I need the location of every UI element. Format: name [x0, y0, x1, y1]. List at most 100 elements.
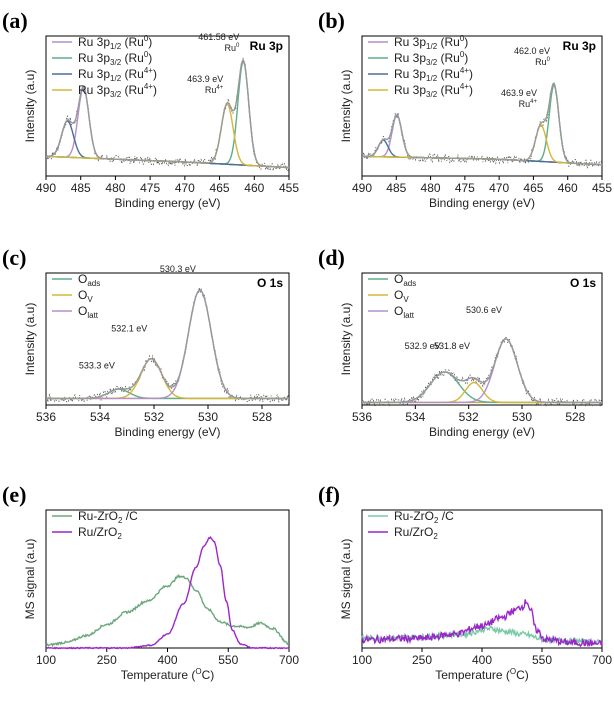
- x-tick-label: 536: [36, 410, 56, 424]
- y-axis-label: Intensity (a.u): [23, 303, 37, 376]
- legend-entry: Oads: [394, 272, 416, 288]
- x-tick-label: 100: [352, 653, 372, 667]
- legend-entry: Ru 3p1/2 (Ru0): [394, 34, 468, 51]
- peak-annotation-species: Ru0: [224, 43, 240, 53]
- x-tick-label: 250: [412, 653, 432, 667]
- legend-entry: Ru-ZrO2 /C: [394, 509, 454, 525]
- peak-annotation: 532.1 eV: [111, 324, 147, 334]
- panel-f: 100 250 400 550 700 Temperature (OC) MS signal…: [318, 482, 612, 682]
- x-axis-label: Binding energy (eV): [114, 425, 220, 439]
- legend-entry: Ru 3p1/2 (Ru4+): [78, 66, 157, 83]
- x-tick-label: 460: [558, 181, 578, 195]
- x-tick-label: 480: [105, 181, 125, 195]
- x-tick-label: 550: [532, 653, 552, 667]
- x-tick-label: 465: [210, 181, 230, 195]
- peak-annotation-species: Ru4+: [205, 85, 224, 95]
- x-axis-label: Temperature (OC): [121, 667, 215, 682]
- x-tick-label: 400: [472, 653, 492, 667]
- x-tick-label: 100: [36, 653, 56, 667]
- x-tick-label: 400: [157, 653, 177, 667]
- peak-annotation: 530.6 eV: [466, 305, 502, 315]
- panel-b: 490 485 480 475 470 465 460 455 Binding energy (…: [318, 8, 612, 210]
- x-tick-label: 528: [252, 410, 272, 424]
- panel-c: 536 534 532 530 528 Binding energy (eV) Intens…: [2, 245, 290, 439]
- envelope-line: [46, 58, 290, 169]
- series-line-1: [46, 536, 290, 650]
- envelope-line: [362, 338, 602, 404]
- x-tick-label: 528: [565, 410, 585, 424]
- x-tick-label: 550: [218, 653, 238, 667]
- panel-title: Ru 3p: [563, 39, 596, 53]
- legend-entry: Ru 3p3/2 (Ru0): [78, 50, 152, 67]
- envelope-line: [362, 82, 603, 166]
- x-tick-label: 480: [421, 181, 441, 195]
- legend-entry: Oads: [78, 272, 100, 288]
- x-tick-label: 475: [455, 181, 475, 195]
- peak-annotation: 531.8 eV: [434, 341, 470, 351]
- legend-entry: Olatt: [394, 304, 415, 320]
- peak-annotation: 462.0 eV: [514, 46, 550, 56]
- panel-title: Ru 3p: [250, 39, 283, 53]
- fit-peak-2: [362, 139, 603, 166]
- x-axis-label: Binding energy (eV): [429, 196, 535, 210]
- legend-entry: Ru-ZrO2 /C: [78, 509, 138, 525]
- legend-entry: Ru 3p1/2 (Ru4+): [394, 66, 473, 83]
- fit-peak-1: [362, 83, 603, 166]
- x-tick-label: 530: [512, 410, 532, 424]
- x-tick-label: 490: [36, 181, 56, 195]
- peak-annotation: 530.3 eV: [160, 264, 196, 274]
- panel-label: (b): [318, 8, 345, 33]
- peak-annotation: 533.3 eV: [79, 361, 115, 371]
- peak-annotation: 461.58 eV: [198, 32, 239, 42]
- peak-annotation-species: Ru4+: [519, 99, 538, 109]
- plot-frame: [45, 272, 290, 406]
- x-tick-label: 532: [144, 410, 164, 424]
- peak-annotation: 463.9 eV: [501, 88, 537, 98]
- panel-title: O 1s: [257, 276, 283, 290]
- x-axis-label: Temperature (OC): [435, 667, 529, 682]
- peak-annotation-species: Ru0: [535, 57, 551, 67]
- panel-d: 536 534 532 530 528 Binding energy (eV) Intens…: [318, 245, 603, 439]
- envelope-line: [46, 289, 289, 400]
- panel-label: (c): [2, 245, 26, 270]
- y-axis-label: Intensity (a.u): [339, 70, 353, 143]
- legend-entry: Ru 3p3/2 (Ru4+): [78, 82, 157, 99]
- x-tick-label: 475: [140, 181, 160, 195]
- x-axis-label: Binding energy (eV): [114, 196, 220, 210]
- panel-title: O 1s: [570, 276, 596, 290]
- legend-entry: OV: [394, 288, 409, 304]
- series-line-0: [45, 573, 289, 648]
- panel-label: (d): [318, 245, 345, 270]
- x-tick-label: 455: [279, 181, 299, 195]
- x-tick-label: 465: [523, 181, 543, 195]
- legend-entry: Ru/ZrO2: [78, 525, 122, 541]
- x-tick-label: 700: [279, 653, 299, 667]
- x-tick-label: 250: [97, 653, 117, 667]
- series-line-1: [361, 599, 603, 648]
- panel-label: (a): [2, 8, 28, 33]
- legend-entry: Ru 3p1/2 (Ru0): [78, 34, 152, 51]
- fit-peak-3: [46, 103, 290, 169]
- plot-frame: [45, 35, 290, 177]
- fit-peak-2: [362, 338, 602, 404]
- legend-entry: OV: [78, 288, 93, 304]
- x-tick-label: 536: [352, 410, 372, 424]
- x-tick-label: 470: [489, 181, 509, 195]
- y-axis-label: MS signal (a.u): [339, 539, 353, 620]
- x-tick-label: 485: [71, 181, 91, 195]
- x-tick-label: 530: [198, 410, 218, 424]
- peak-annotation: 463.9 eV: [187, 74, 223, 84]
- legend-entry: Ru 3p3/2 (Ru4+): [394, 82, 473, 99]
- legend-entry: Olatt: [78, 304, 99, 320]
- plot-frame: [361, 35, 603, 177]
- panel-label: (f): [318, 482, 340, 507]
- legend-entry: Ru/ZrO2: [394, 525, 438, 541]
- x-tick-label: 470: [175, 181, 195, 195]
- panel-a: 490 485 480 475 470 465 460 455 Binding energy (…: [2, 8, 299, 210]
- y-axis-label: MS signal (a.u): [23, 539, 37, 620]
- x-axis-label: Binding energy (eV): [429, 425, 535, 439]
- x-tick-label: 455: [592, 181, 612, 195]
- peak-annotation: 532.9 eV: [405, 341, 441, 351]
- x-tick-label: 490: [352, 181, 372, 195]
